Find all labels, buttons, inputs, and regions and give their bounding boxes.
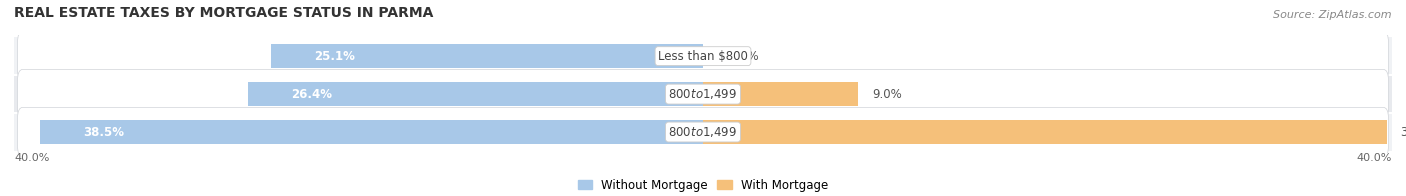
FancyBboxPatch shape — [17, 107, 1389, 157]
Bar — [703, 120, 1386, 144]
Text: 9.0%: 9.0% — [872, 88, 901, 101]
Text: 0.0%: 0.0% — [728, 50, 758, 63]
Bar — [14, 37, 1392, 75]
Text: 40.0%: 40.0% — [1357, 153, 1392, 163]
Bar — [703, 82, 858, 106]
Text: 25.1%: 25.1% — [314, 50, 354, 63]
Text: Less than $800: Less than $800 — [658, 50, 748, 63]
Bar — [271, 44, 703, 68]
Text: REAL ESTATE TAXES BY MORTGAGE STATUS IN PARMA: REAL ESTATE TAXES BY MORTGAGE STATUS IN … — [14, 6, 433, 20]
Text: $800 to $1,499: $800 to $1,499 — [668, 125, 738, 139]
Text: Source: ZipAtlas.com: Source: ZipAtlas.com — [1274, 10, 1392, 20]
FancyBboxPatch shape — [17, 69, 1389, 119]
FancyBboxPatch shape — [17, 32, 1389, 81]
Text: 40.0%: 40.0% — [14, 153, 49, 163]
Text: 38.5%: 38.5% — [83, 125, 124, 139]
Bar — [14, 113, 1392, 151]
Text: 39.7%: 39.7% — [1400, 125, 1406, 139]
Text: $800 to $1,499: $800 to $1,499 — [668, 87, 738, 101]
Legend: Without Mortgage, With Mortgage: Without Mortgage, With Mortgage — [578, 179, 828, 192]
Bar — [39, 120, 703, 144]
Bar — [249, 82, 703, 106]
Bar — [14, 75, 1392, 113]
Text: 26.4%: 26.4% — [291, 88, 332, 101]
